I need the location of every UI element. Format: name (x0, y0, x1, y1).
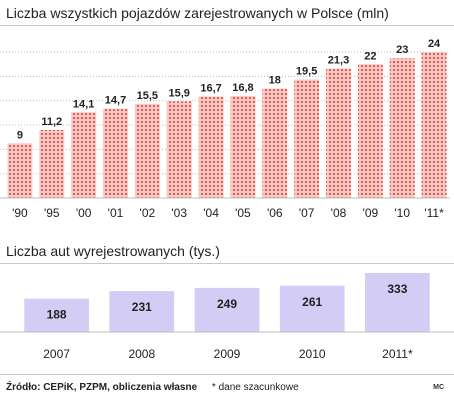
bar (230, 95, 256, 198)
x-tick-label: '06 (267, 206, 283, 220)
x-tick-label: '05 (235, 206, 251, 220)
x-tick-label: 2010 (299, 347, 326, 361)
data-label: 231 (132, 300, 152, 314)
bar (198, 96, 224, 198)
x-tick-label: 2007 (43, 347, 70, 361)
registered-vehicles-chart: 9 '90 11,2 '95 14,1 '00 14,7 '01 15,5 '02 15,9 '03 1… (0, 38, 450, 220)
bar (7, 143, 33, 198)
source-text: Źródło: CEPiK, PZPM, obliczenia własne (6, 382, 198, 393)
chart-title-registered: Liczba wszystkich pojazdów zarejestrowan… (6, 5, 389, 21)
bar (166, 101, 192, 198)
x-tick-label: '95 (44, 206, 60, 220)
divider (0, 374, 454, 375)
x-tick-label: '01 (108, 206, 124, 220)
bar (421, 52, 447, 199)
x-tick-label: '02 (140, 206, 156, 220)
x-tick-label: '07 (299, 206, 315, 220)
divider (0, 263, 454, 264)
data-label: 22 (364, 50, 376, 62)
data-label: 18 (269, 75, 281, 87)
bar (103, 108, 128, 198)
bar (389, 58, 415, 198)
estimate-note: * dane szacunkowe (211, 382, 299, 393)
data-label: 9 (17, 129, 23, 141)
data-label: 249 (217, 297, 237, 311)
x-tick-label: '04 (203, 206, 219, 220)
x-tick-label: '09 (363, 206, 379, 220)
x-tick-label: '00 (76, 206, 92, 220)
data-label: 24 (428, 38, 441, 50)
author-credit: MC (433, 384, 444, 391)
bar (39, 129, 65, 198)
x-tick-label: 2011* (382, 347, 413, 361)
bar (279, 285, 345, 332)
x-tick-label: '11* (424, 206, 444, 220)
bar (294, 79, 320, 198)
data-label: 15,9 (169, 87, 190, 99)
bar (365, 273, 430, 332)
x-tick-label: '08 (331, 206, 347, 220)
x-tick-label: '90 (12, 206, 28, 220)
data-label: 16,8 (232, 82, 253, 94)
data-label: 23 (396, 44, 408, 56)
data-label: 16,7 (200, 83, 221, 95)
bar (326, 68, 351, 198)
data-label: 333 (387, 282, 407, 296)
x-tick-label: '03 (171, 206, 187, 220)
bar (134, 103, 160, 198)
bar (109, 291, 175, 332)
bar (194, 287, 260, 332)
bar (24, 298, 89, 332)
bar (357, 64, 383, 198)
data-label: 14,7 (105, 95, 126, 107)
data-label: 21,3 (328, 55, 349, 67)
x-tick-label: 2009 (214, 347, 241, 361)
x-tick-label: '10 (394, 206, 410, 220)
data-label: 19,5 (296, 66, 317, 78)
source-note: Źródło: CEPiK, PZPM, obliczenia własne *… (6, 382, 299, 393)
divider (0, 25, 454, 26)
data-label: 188 (47, 308, 67, 322)
bar (262, 88, 288, 198)
data-label: 11,2 (41, 116, 62, 128)
chart-title-deregistered: Liczba aut wyrejestrowanych (tys.) (6, 243, 220, 259)
data-label: 14,1 (73, 98, 94, 110)
bar (71, 112, 97, 198)
data-label: 15,5 (137, 90, 158, 102)
data-label: 261 (302, 295, 322, 309)
x-tick-label: 2008 (128, 347, 155, 361)
